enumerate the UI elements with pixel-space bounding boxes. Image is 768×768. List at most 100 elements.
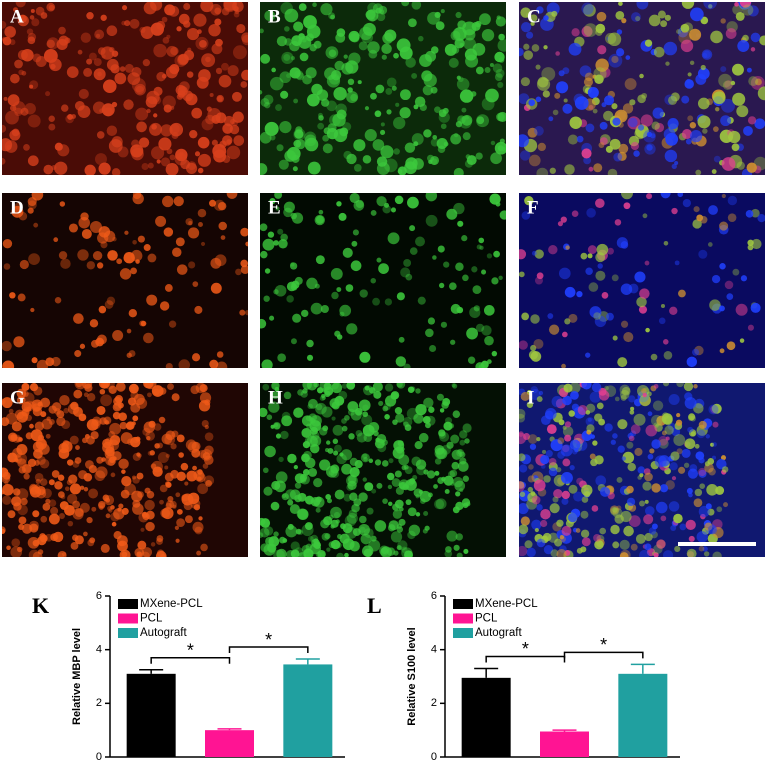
cell <box>663 350 673 360</box>
cell <box>599 527 607 535</box>
cell <box>648 527 657 535</box>
cell <box>13 488 21 496</box>
cell <box>299 474 310 485</box>
cell <box>467 356 476 364</box>
cell <box>455 262 464 271</box>
cell <box>293 407 304 418</box>
cell <box>27 196 37 207</box>
cell <box>616 29 623 35</box>
cell <box>142 427 151 436</box>
cell <box>89 537 96 544</box>
cell <box>316 89 329 101</box>
cell <box>209 93 214 98</box>
cell <box>394 407 403 415</box>
cell <box>7 510 16 519</box>
cell <box>705 434 711 439</box>
cell <box>707 242 713 247</box>
cell <box>159 499 164 505</box>
cell <box>80 212 89 221</box>
cell <box>268 401 280 413</box>
cell <box>751 238 762 250</box>
cell <box>187 227 200 239</box>
cell <box>400 267 411 278</box>
cell <box>615 10 625 20</box>
cell <box>540 455 550 465</box>
cell <box>142 58 151 67</box>
cell <box>711 169 717 174</box>
cell <box>346 474 358 487</box>
cell <box>331 544 337 549</box>
cell <box>124 63 134 73</box>
cell <box>315 255 325 265</box>
cell <box>660 193 671 199</box>
cell <box>48 479 55 486</box>
cell <box>54 481 63 490</box>
cell <box>11 128 20 137</box>
cell <box>272 421 281 430</box>
cell <box>155 550 167 557</box>
cell <box>15 2 26 8</box>
cell <box>561 497 569 505</box>
cell <box>235 268 242 276</box>
cell <box>186 28 200 41</box>
cell <box>141 511 148 518</box>
cell <box>18 466 26 474</box>
cell <box>723 502 729 508</box>
cell <box>311 538 320 548</box>
cell <box>531 519 542 530</box>
cell <box>279 120 292 134</box>
cell <box>452 410 461 418</box>
cell <box>305 415 312 422</box>
cell <box>597 263 603 269</box>
cell <box>441 444 451 455</box>
cell <box>197 208 207 218</box>
cell <box>616 477 623 483</box>
cell <box>111 168 121 175</box>
cell <box>519 431 524 437</box>
cell <box>652 523 658 530</box>
cell <box>428 406 435 413</box>
cell <box>486 253 493 259</box>
cell <box>493 250 500 258</box>
cell <box>359 26 373 41</box>
legend-label: MXene-PCL <box>140 598 203 610</box>
significance-label: * <box>522 639 529 659</box>
cell <box>392 504 400 512</box>
cell <box>618 2 623 6</box>
cell <box>590 458 598 467</box>
cell <box>703 551 710 557</box>
cell <box>167 496 174 503</box>
cell <box>278 159 289 170</box>
cell <box>10 434 18 441</box>
cell <box>646 193 653 200</box>
cell <box>461 235 468 242</box>
cell <box>263 486 273 496</box>
cell <box>536 6 544 14</box>
cell <box>165 362 173 368</box>
cell <box>448 57 459 68</box>
cell <box>626 485 634 494</box>
cell <box>440 123 447 130</box>
cell <box>689 464 698 472</box>
cell <box>290 262 295 267</box>
cell <box>50 533 59 541</box>
cell <box>108 430 116 438</box>
cell <box>21 70 27 76</box>
cell <box>137 453 142 458</box>
cell <box>203 475 215 486</box>
cell <box>118 458 129 470</box>
cell <box>562 331 568 338</box>
cell <box>570 390 579 400</box>
cell <box>456 75 461 80</box>
cell <box>677 193 684 198</box>
cell <box>560 216 567 223</box>
cell <box>329 114 341 126</box>
cell <box>2 526 6 534</box>
cell <box>400 89 411 101</box>
cell <box>359 289 368 298</box>
cell <box>649 448 655 454</box>
cell <box>594 539 604 550</box>
cell <box>184 481 189 486</box>
cell <box>57 550 67 557</box>
cell <box>444 43 457 56</box>
